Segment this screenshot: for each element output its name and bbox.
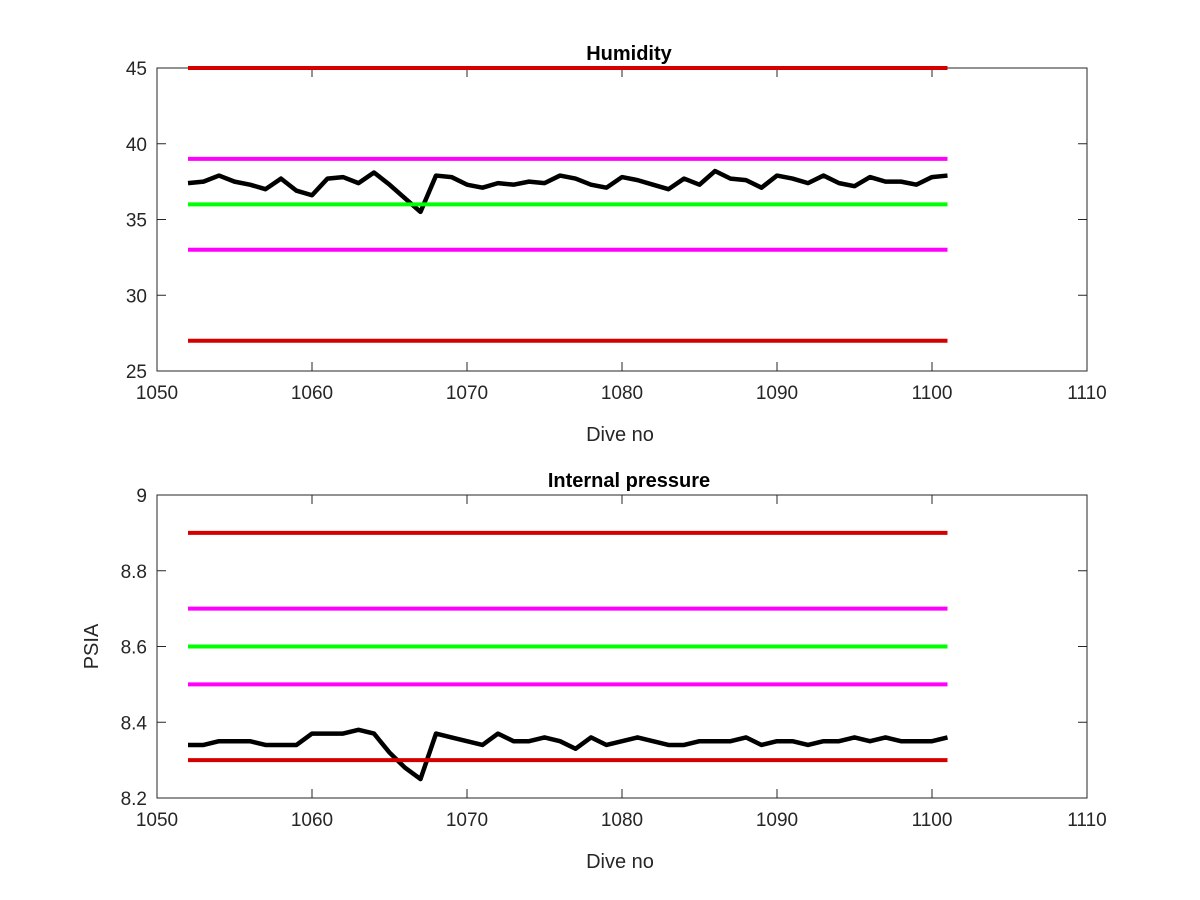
chart-1-y-tick-label: 45	[126, 59, 147, 80]
chart-2-x-tick-label: 1090	[756, 810, 798, 831]
chart-2-title: Internal pressure	[548, 470, 710, 492]
chart-2-y-axis-label: PSIA	[81, 623, 103, 669]
chart-1-x-tick-label: 1080	[601, 383, 643, 404]
chart-2-data-series-line	[188, 727, 949, 782]
chart-2-x-axis-label: Dive no	[586, 851, 654, 873]
chart-2-x-tick-label: 1110	[1067, 810, 1106, 831]
chart-1-x-tick-label: 1050	[136, 383, 178, 404]
chart-2-x-tick-label: 1050	[136, 810, 178, 831]
chart-1-y-tick-label: 35	[126, 211, 147, 232]
chart-2-y-tick-label: 8.2	[121, 789, 147, 810]
chart-2-y-tick-label: 8.8	[121, 562, 147, 583]
chart-1-x-tick-label: 1100	[912, 383, 953, 404]
chart-1-y-tick-label: 25	[126, 362, 147, 383]
chart-2-x-tick-label: 1070	[446, 810, 488, 831]
chart-1-x-tick-label: 1090	[756, 383, 798, 404]
chart-2-y-tick-label: 8.4	[121, 713, 148, 734]
chart-1-axes-frame	[156, 67, 1088, 372]
chart-1-x-tick-label: 1070	[446, 383, 488, 404]
chart-2-x-tick-label: 1060	[291, 810, 333, 831]
chart-1-y-tick-label: 30	[126, 286, 147, 307]
chart-1-x-tick-label: 1110	[1067, 383, 1106, 404]
chart-1-x-tick-label: 1060	[291, 383, 333, 404]
chart-2-x-tick-label: 1080	[601, 810, 643, 831]
chart-1-x-axis-label: Dive no	[586, 424, 654, 446]
chart-2-y-tick-label: 8.6	[121, 638, 147, 659]
chart-1-y-tick-label: 40	[126, 135, 147, 156]
chart-2-y-tick-label: 9	[136, 486, 147, 507]
chart-1-data-series-line	[187, 168, 948, 215]
chart-2-x-tick-label: 1100	[912, 810, 953, 831]
chart-1-title: Humidity	[586, 43, 672, 65]
